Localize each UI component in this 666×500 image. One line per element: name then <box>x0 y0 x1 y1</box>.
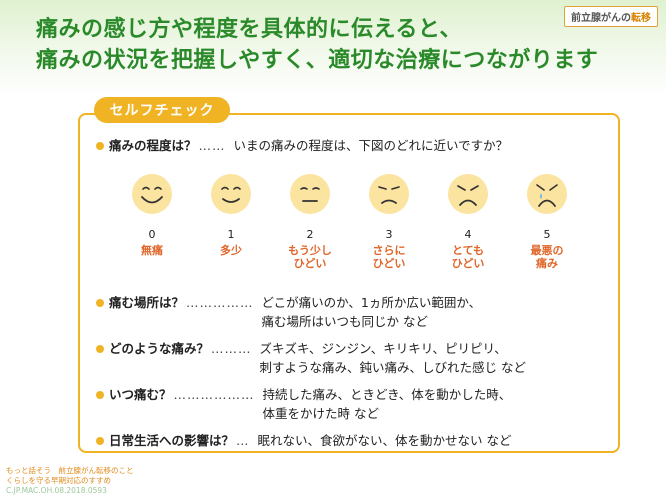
item-question: 痛む場所は？ <box>109 295 185 310</box>
pain-level-label: 最悪の 痛み <box>515 244 579 270</box>
pain-level-number: 5 <box>543 228 551 241</box>
neutral-face-icon <box>290 174 330 214</box>
pain-scale: 0 無痛 1 多少 2 もう少し ひどい <box>120 172 580 282</box>
bullet-icon <box>96 142 104 150</box>
bullet-icon <box>96 345 104 353</box>
headline-line-1: 痛みの感じ方や程度を具体的に伝えると、 <box>36 17 462 42</box>
pain-level-label: 多少 <box>199 244 263 257</box>
item-question: 日常生活への影響は？ <box>109 433 235 448</box>
item-answer: ズキズキ、ジンジン、キリキリ、ピリピリ、 刺すような痛み、鈍い痛み、しびれた感じ… <box>260 339 526 377</box>
item-dots: ……… <box>211 341 252 356</box>
pain-scale-item: 5 最悪の 痛み <box>515 172 579 270</box>
check-item-pain-location: 痛む場所は？ …………… どこが痛いのか、1ヵ所か広い範囲か、 痛む場所はいつも… <box>96 293 481 331</box>
item-answer: 持続した痛み、ときどき、体を動かした時、 体重をかけた時 など <box>263 385 512 423</box>
pain-level-label-line: 痛み <box>536 257 558 270</box>
bullet-icon <box>96 437 104 445</box>
pain-level-number: 0 <box>148 228 156 241</box>
footer-line-1: もっと話そう 前立腺がん転移のこと <box>6 466 134 475</box>
item-answer-line: どこが痛いのか、1ヵ所か広い範囲か、 <box>261 295 482 310</box>
footer-line-2: くらしを守る早期対応のすすめ <box>6 476 111 485</box>
pain-level-label-line: ひどい <box>451 257 485 270</box>
item-answer: 眠れない、食欲がない、体を動かせない など <box>257 433 512 448</box>
check-item-daily-life: 日常生活への影響は？ … 眠れない、食欲がない、体を動かせない など <box>96 431 512 450</box>
pain-level-label-line: ひどい <box>293 257 327 270</box>
item-answer-line: 刺すような痛み、鈍い痛み、しびれた感じ など <box>259 360 526 375</box>
topic-tag: 前立腺がんの転移 <box>564 6 658 27</box>
pain-level-label: さらに ひどい <box>357 244 421 270</box>
bullet-icon <box>96 299 104 307</box>
headline-line-2: 痛みの状況を把握しやすく、適切な治療につながります <box>36 48 599 73</box>
item-question: いつ痛む？ <box>109 387 172 402</box>
bullet-icon <box>96 391 104 399</box>
self-check-panel <box>78 113 620 453</box>
pain-level-label: もう少し ひどい <box>278 244 342 270</box>
slight-frown-face-icon <box>369 174 409 214</box>
item-answer: どこが痛いのか、1ヵ所か広い範囲か、 痛む場所はいつも同じか など <box>262 293 482 331</box>
item-question: 痛みの程度は？ <box>109 138 197 153</box>
check-item-pain-timing: いつ痛む？ ……………… 持続した痛み、ときどき、体を動かした時、 体重をかけた… <box>96 385 511 423</box>
pain-level-label-line: 最悪の <box>530 244 564 257</box>
item-dots: …………… <box>186 295 254 310</box>
item-answer-line: 痛む場所はいつも同じか など <box>261 314 428 329</box>
pain-level-label-line: ひどい <box>372 257 406 270</box>
panel-title: セルフチェック <box>94 97 230 123</box>
item-answer-line: 体重をかけた時 など <box>262 406 379 421</box>
pain-level-label: とても ひどい <box>436 244 500 270</box>
frown-face-icon <box>448 174 488 214</box>
pain-level-label-line: さらに <box>372 244 406 257</box>
item-dots: …… <box>198 138 226 153</box>
pain-level-label-line: 多少 <box>220 244 242 257</box>
pain-level-label-line: もう少し <box>288 244 332 257</box>
item-answer-line: 持続した痛み、ときどき、体を動かした時、 <box>262 387 512 402</box>
smile-face-icon <box>211 174 251 214</box>
pain-level-number: 2 <box>306 228 314 241</box>
item-answer: いまの痛みの程度は、下図のどれに近いですか？ <box>233 138 509 153</box>
item-dots: … <box>236 433 250 448</box>
pain-scale-item: 1 多少 <box>199 172 263 257</box>
header-band <box>0 0 666 95</box>
tag-accent: 転移 <box>631 13 651 24</box>
pain-scale-item: 2 もう少し ひどい <box>278 172 342 270</box>
smile-big-face-icon <box>132 174 172 214</box>
pain-scale-item: 0 無痛 <box>120 172 184 257</box>
pain-level-number: 1 <box>227 228 235 241</box>
pain-level-label-line: 無痛 <box>141 244 163 257</box>
footer-credit: もっと話そう 前立腺がん転移のこと くらしを守る早期対応のすすめ C.JP.MA… <box>6 466 306 496</box>
item-question: どのような痛み？ <box>109 341 210 356</box>
check-item-pain-type: どのような痛み？ ……… ズキズキ、ジンジン、キリキリ、ピリピリ、 刺すような痛… <box>96 339 526 377</box>
pain-level-number: 4 <box>464 228 472 241</box>
pain-scale-item: 3 さらに ひどい <box>357 172 421 270</box>
pain-level-label-line: とても <box>451 244 485 257</box>
pain-level-label: 無痛 <box>120 244 184 257</box>
pain-scale-item: 4 とても ひどい <box>436 172 500 270</box>
item-answer-line: ズキズキ、ジンジン、キリキリ、ピリピリ、 <box>259 341 507 356</box>
crying-face-icon <box>527 174 567 214</box>
page-headline: 痛みの感じ方や程度を具体的に伝えると、 痛みの状況を把握しやすく、適切な治療につ… <box>36 14 616 76</box>
item-dots: ……………… <box>173 387 255 402</box>
check-item-pain-level: 痛みの程度は？ …… いまの痛みの程度は、下図のどれに近いですか？ <box>96 136 508 155</box>
tag-prefix: 前立腺がんの <box>571 13 631 24</box>
pain-level-number: 3 <box>385 228 393 241</box>
footer-code: C.JP.MAC.OH.08.2018.0593 <box>6 486 107 495</box>
